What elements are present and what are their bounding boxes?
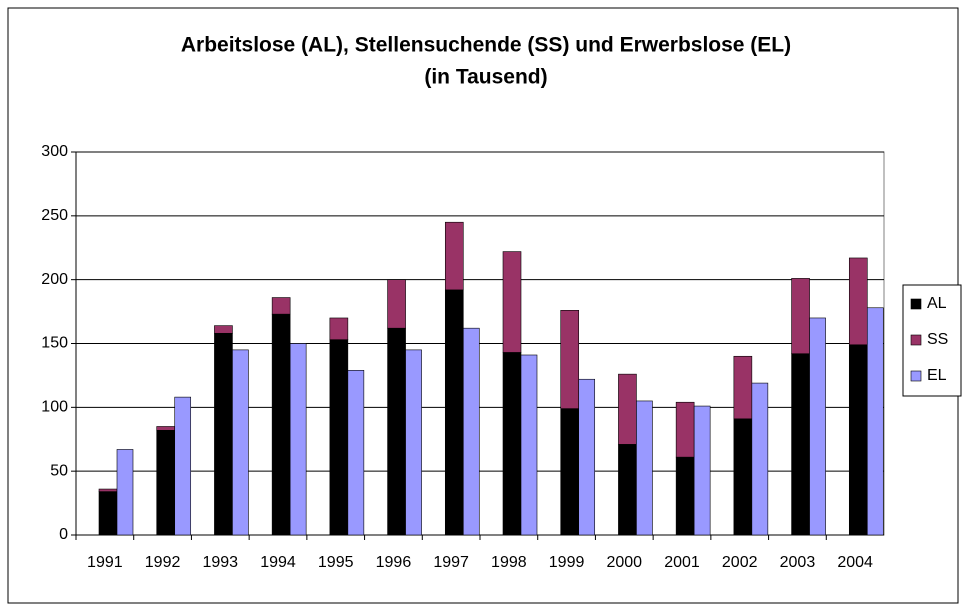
bar — [174, 396, 192, 536]
bar-segment — [387, 279, 406, 329]
legend-label: AL — [927, 295, 947, 312]
bar-segment — [560, 310, 580, 409]
x-tick-label: 1999 — [549, 554, 585, 571]
y-tick-label: 150 — [41, 335, 68, 352]
y-tick-label: 300 — [41, 143, 68, 160]
bar-segment — [791, 353, 810, 536]
bar-segment — [98, 491, 118, 536]
legend-label: SS — [927, 331, 948, 348]
y-tick-label: 50 — [50, 462, 68, 479]
bar-segment — [444, 221, 464, 291]
legend-swatch — [910, 334, 922, 346]
x-tick-label: 1993 — [202, 554, 238, 571]
bar — [866, 307, 884, 536]
x-tick-label: 1991 — [87, 554, 123, 571]
bar-segment — [156, 430, 176, 536]
x-tick-label: 2001 — [664, 554, 700, 571]
y-tick-label: 100 — [41, 399, 68, 416]
x-tick-label: 1995 — [318, 554, 354, 571]
legend-swatch — [910, 370, 922, 382]
bar-segment — [329, 339, 349, 536]
bar — [809, 317, 826, 536]
bar — [520, 354, 538, 536]
bar — [232, 349, 249, 536]
bar — [116, 449, 134, 536]
bar — [578, 378, 596, 536]
bar — [751, 382, 769, 536]
x-tick-label: 1992 — [145, 554, 181, 571]
x-tick-label: 2003 — [780, 554, 816, 571]
bar-segment — [214, 332, 233, 536]
bar — [462, 327, 480, 536]
y-tick-label: 0 — [59, 526, 68, 543]
bar-segment — [156, 426, 176, 431]
bar-segment — [848, 344, 868, 536]
bar-segment — [214, 325, 233, 334]
bar-segment — [444, 289, 464, 536]
bar — [289, 343, 307, 536]
bar — [347, 370, 365, 536]
bar-segment — [98, 488, 118, 492]
y-tick-label: 250 — [41, 207, 68, 224]
bar-segment — [387, 327, 406, 536]
y-tick-label: 200 — [41, 271, 68, 288]
bar-segment — [791, 278, 810, 355]
x-tick-label: 2004 — [837, 554, 873, 571]
bar-segment — [848, 257, 868, 346]
legend-swatch — [910, 298, 922, 310]
bar-segment — [271, 297, 291, 315]
bar-segment — [675, 456, 695, 536]
bar — [405, 349, 422, 536]
bar-segment — [560, 408, 580, 536]
bar — [693, 405, 711, 536]
bar — [636, 400, 653, 536]
bar-segment — [329, 317, 349, 340]
bar-segment — [733, 418, 753, 536]
bar-segment — [675, 401, 695, 458]
x-tick-label: 1998 — [491, 554, 527, 571]
chart-title: Arbeitslose (AL), Stellensuchende (SS) u… — [181, 34, 791, 57]
bar-segment — [733, 355, 753, 420]
bar-segment — [618, 444, 637, 536]
x-tick-label: 2000 — [606, 554, 642, 571]
x-tick-label: 1997 — [433, 554, 469, 571]
bar-segment — [271, 313, 291, 536]
x-tick-label: 1994 — [260, 554, 296, 571]
legend-label: EL — [927, 367, 947, 384]
bar-segment — [618, 373, 637, 445]
bar-segment — [502, 352, 522, 536]
x-tick-label: 1996 — [376, 554, 412, 571]
chart-subtitle: (in Tausend) — [424, 66, 547, 89]
bar-segment — [502, 251, 522, 353]
x-tick-label: 2002 — [722, 554, 758, 571]
